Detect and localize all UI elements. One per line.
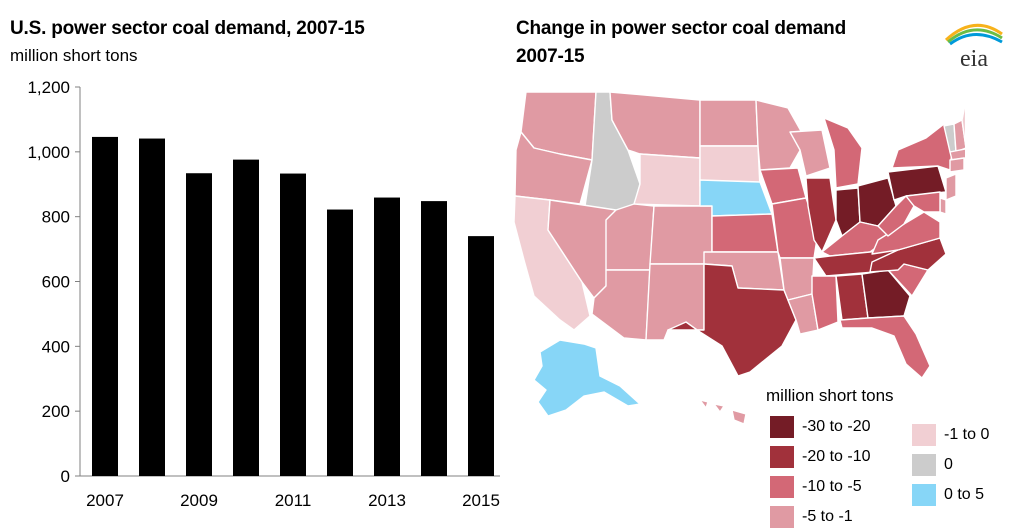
y-tick-label: 1,200 (27, 78, 70, 97)
x-tick-label: 2007 (86, 491, 124, 510)
y-tick-label: 0 (61, 467, 70, 486)
logo-arc-blue (949, 33, 1003, 46)
legend-swatch (770, 476, 794, 498)
legend-label: -10 to -5 (802, 478, 862, 495)
state-NY (891, 123, 953, 171)
map-title-years: 2007-15 (516, 46, 585, 67)
state-HI (699, 399, 747, 425)
legend-swatch (912, 454, 936, 476)
state-TX (667, 263, 797, 377)
state-CO (649, 205, 713, 265)
us-states-map (513, 91, 965, 425)
y-tick-label: 600 (42, 273, 70, 292)
state-MI (823, 117, 863, 189)
legend-label: 0 to 5 (944, 486, 985, 503)
state-FL (839, 315, 931, 379)
x-tick-label: 2009 (180, 491, 218, 510)
legend-item-m30-m20: -30 to -20 (770, 416, 870, 438)
y-tick-label: 200 (42, 402, 70, 421)
logo-arc-green (947, 28, 1003, 44)
state-DE (939, 197, 947, 215)
state-NC (869, 237, 947, 273)
legend-label: -20 to -10 (802, 448, 871, 465)
bar-2007 (92, 136, 118, 476)
map-legend-title: million short tons (766, 386, 894, 405)
bar-2012 (327, 209, 353, 476)
state-ME (961, 101, 965, 146)
legend-swatch (912, 484, 936, 506)
state-ND (699, 99, 759, 147)
state-NH (953, 119, 965, 153)
y-tick-label: 800 (42, 208, 70, 227)
legend-label: 0 (944, 456, 953, 473)
eia-logo-icon: eia (944, 12, 1004, 72)
state-WI (789, 129, 831, 177)
legend-item-zero: 0 (912, 454, 953, 476)
legend-item-m1-0: -1 to 0 (912, 424, 989, 446)
legend-label: -30 to -20 (802, 418, 871, 435)
bar-2014 (421, 201, 447, 476)
bar-2010 (233, 159, 259, 476)
bar-2015 (468, 236, 494, 476)
bar-2013 (374, 197, 400, 476)
legend-item-m5-m1: -5 to -1 (770, 506, 853, 528)
y-tick-label: 1,000 (27, 143, 70, 162)
state-MS (811, 275, 839, 331)
x-tick-label: 2015 (462, 491, 500, 510)
state-KS (711, 213, 779, 253)
x-tick-label: 2011 (275, 491, 312, 510)
legend-item-0-5: 0 to 5 (912, 484, 984, 506)
state-NJ (945, 173, 957, 201)
map-title: Change in power sector coal demand (516, 18, 846, 39)
state-AR (779, 257, 815, 301)
logo-arc-yellow (944, 23, 1003, 42)
state-MA (949, 148, 965, 161)
logo-text: eia (960, 46, 988, 72)
y-tick-label: 400 (42, 337, 70, 356)
legend-item-m20-m10: -20 to -10 (770, 446, 870, 468)
bar-2009 (186, 173, 212, 476)
legend-label: -5 to -1 (802, 508, 853, 525)
legend-swatch (770, 446, 794, 468)
legend-label: -1 to 0 (944, 426, 990, 443)
state-AK (533, 339, 641, 417)
state-CT (949, 157, 965, 173)
state-MD (905, 191, 941, 213)
legend-swatch (770, 506, 794, 528)
state-WY (633, 153, 701, 207)
bar-chart: 0 200 400 600 800 1,000 1,200 2007 2009 2011 2013 2… (27, 78, 500, 510)
state-LA (787, 293, 819, 335)
bar-2011 (280, 173, 306, 476)
bar-chart-unit-label: million short tons (10, 46, 138, 65)
bar-2008 (139, 138, 165, 476)
state-UT (605, 203, 655, 271)
x-tick-label: 2013 (368, 491, 406, 510)
state-VA (871, 211, 941, 255)
legend-swatch (770, 416, 794, 438)
legend-item-m10-m5: -10 to -5 (770, 476, 862, 498)
legend-swatch (912, 424, 936, 446)
bar-chart-title: U.S. power sector coal demand, 2007-15 (10, 18, 365, 39)
